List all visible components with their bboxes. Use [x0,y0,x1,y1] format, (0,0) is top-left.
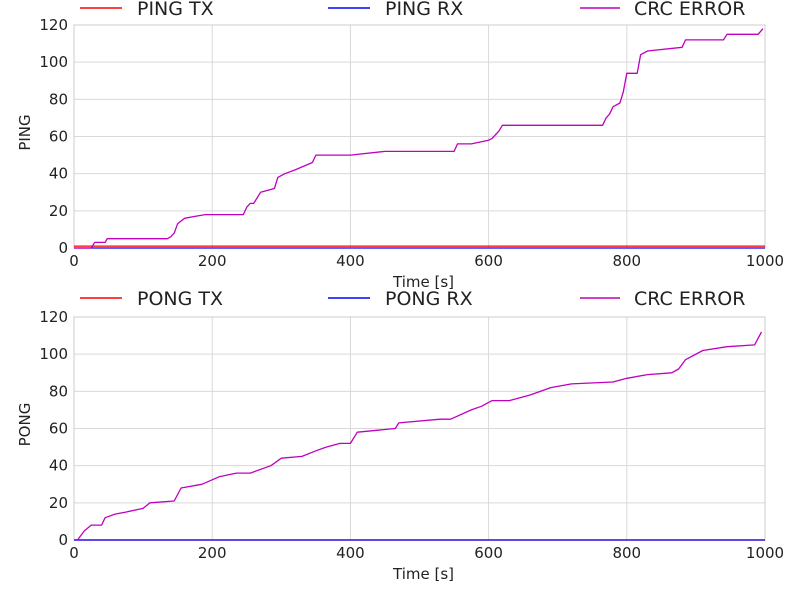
x-tick-label: 200 [198,252,227,270]
y-tick-label: 100 [39,345,68,363]
x-tick-label: 800 [612,544,641,562]
legend-label: CRC ERROR [634,0,745,20]
y-tick-label: 100 [39,53,68,71]
y-tick-label: 20 [49,494,68,512]
x-tick-label: 1000 [746,544,784,562]
x-tick-label: 800 [612,252,641,270]
y-tick-label: 0 [58,239,68,257]
legend-label: PONG TX [137,288,223,310]
legend-label: PING TX [137,0,214,20]
y-tick-label: 40 [49,457,68,475]
legend-label: PONG RX [385,288,473,310]
y-tick-label: 80 [49,382,68,400]
x-tick-label: 200 [198,544,227,562]
y-tick-label: 120 [39,308,68,326]
x-tick-label: 0 [69,544,79,562]
y-axis-label: PING [16,114,34,150]
x-axis-label: Time [s] [392,273,454,291]
x-axis-label: Time [s] [392,565,454,583]
x-tick-label: 1000 [746,252,784,270]
y-axis-label: PONG [16,403,34,447]
x-tick-label: 400 [336,544,365,562]
chart-panel-1: 0 200 400 600 800 1000 0 20 40 60 80 100 120 Time [s]… [16,0,784,291]
x-tick-label: 600 [474,544,503,562]
y-tick-label: 120 [39,16,68,34]
y-tick-label: 80 [49,90,68,108]
series-line-crc-error [74,28,764,249]
y-tick-label: 0 [58,531,68,549]
y-tick-label: 20 [49,202,68,220]
legend-label: PING RX [385,0,463,20]
y-tick-label: 40 [49,165,68,183]
series-line-crc-error [76,331,763,541]
y-tick-label: 60 [49,420,68,438]
x-tick-label: 400 [336,252,365,270]
legend-label: CRC ERROR [634,288,745,310]
chart-panel-2: 0 200 400 600 800 1000 0 20 40 60 80 100 120 Time [s]… [16,288,784,583]
x-tick-label: 0 [69,252,79,270]
x-tick-label: 600 [474,252,503,270]
y-tick-label: 60 [49,128,68,146]
